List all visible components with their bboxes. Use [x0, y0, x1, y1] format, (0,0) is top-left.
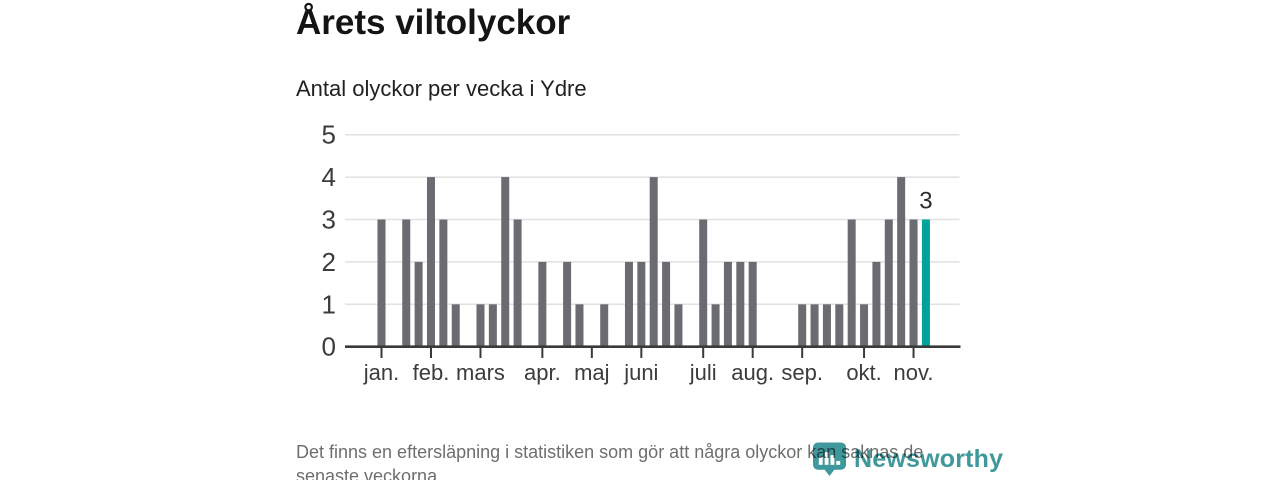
- bar-week-5: [426, 177, 435, 347]
- y-axis-label-1: 1: [322, 289, 336, 319]
- x-axis-label-juli: juli: [689, 360, 717, 385]
- bar-week-24: [662, 261, 671, 347]
- bar-week-19: [600, 304, 609, 347]
- y-axis-label-0: 0: [322, 332, 336, 362]
- y-axis-label-3: 3: [322, 205, 336, 235]
- bar-week-40: [860, 304, 869, 347]
- footnote-line-1: Det finns en eftersläpning i statistiken…: [296, 442, 924, 462]
- x-axis-label-sep: sep.: [781, 360, 823, 385]
- bar-week-4: [414, 261, 423, 347]
- bar-week-1: [377, 219, 386, 347]
- bar-week-12: [513, 219, 522, 347]
- newsworthy-pin-barchart-icon: [812, 442, 847, 477]
- bar-week-21: [624, 261, 633, 347]
- bar-week-37: [822, 304, 831, 347]
- bar-week-25: [674, 304, 683, 347]
- last-bar-value-label: 3: [919, 188, 932, 215]
- y-axis-label-5: 5: [322, 120, 336, 150]
- footnote: Det finns en eftersläpning i statistiken…: [296, 440, 996, 480]
- x-axis-label-aug: aug.: [731, 360, 774, 385]
- footnote-line-2: senaste veckorna.: [296, 466, 443, 480]
- page-title: Årets viltolyckor: [296, 3, 571, 42]
- bar-week-31: [748, 261, 757, 347]
- bar-week-36: [810, 304, 819, 347]
- bar-week-35: [798, 304, 807, 347]
- highlighted-bar: [921, 219, 930, 347]
- x-axis-label-mars: mars: [456, 360, 505, 385]
- bar-week-14: [538, 261, 547, 347]
- y-axis-label-2: 2: [322, 247, 336, 277]
- bar-week-43: [897, 177, 906, 347]
- bar-week-11: [501, 177, 510, 347]
- x-axis-label-maj: maj: [574, 360, 609, 385]
- x-axis-label-nov: nov.: [894, 360, 934, 385]
- bar-week-28: [711, 304, 720, 347]
- bar-week-27: [699, 219, 708, 347]
- bar-week-9: [476, 304, 485, 347]
- x-axis-label-okt: okt.: [846, 360, 881, 385]
- newsworthy-logo-text: Newsworthy: [854, 445, 1004, 473]
- bar-week-41: [872, 261, 881, 347]
- bar-week-23: [649, 177, 658, 347]
- bar-week-6: [439, 219, 448, 347]
- bar-week-39: [847, 219, 856, 347]
- bar-week-29: [723, 261, 732, 347]
- bar-week-44: [909, 219, 918, 347]
- bar-week-7: [451, 304, 460, 347]
- y-axis-label-4: 4: [322, 162, 336, 192]
- chart-subtitle: Antal olyckor per vecka i Ydre: [296, 76, 587, 101]
- x-axis-label-feb: feb.: [413, 360, 450, 385]
- x-axis-label-juni: juni: [623, 360, 658, 385]
- bar-week-10: [488, 304, 497, 347]
- newsworthy-logo: Newsworthy: [812, 441, 1003, 477]
- bar-week-22: [637, 261, 646, 347]
- bar-week-38: [835, 304, 844, 347]
- bar-week-42: [884, 219, 893, 347]
- x-axis-label-apr: apr.: [524, 360, 561, 385]
- bar-week-30: [736, 261, 745, 347]
- bar-week-16: [563, 261, 572, 347]
- bar-week-3: [402, 219, 411, 347]
- bar-week-17: [575, 304, 584, 347]
- x-axis-label-jan: jan.: [363, 360, 399, 385]
